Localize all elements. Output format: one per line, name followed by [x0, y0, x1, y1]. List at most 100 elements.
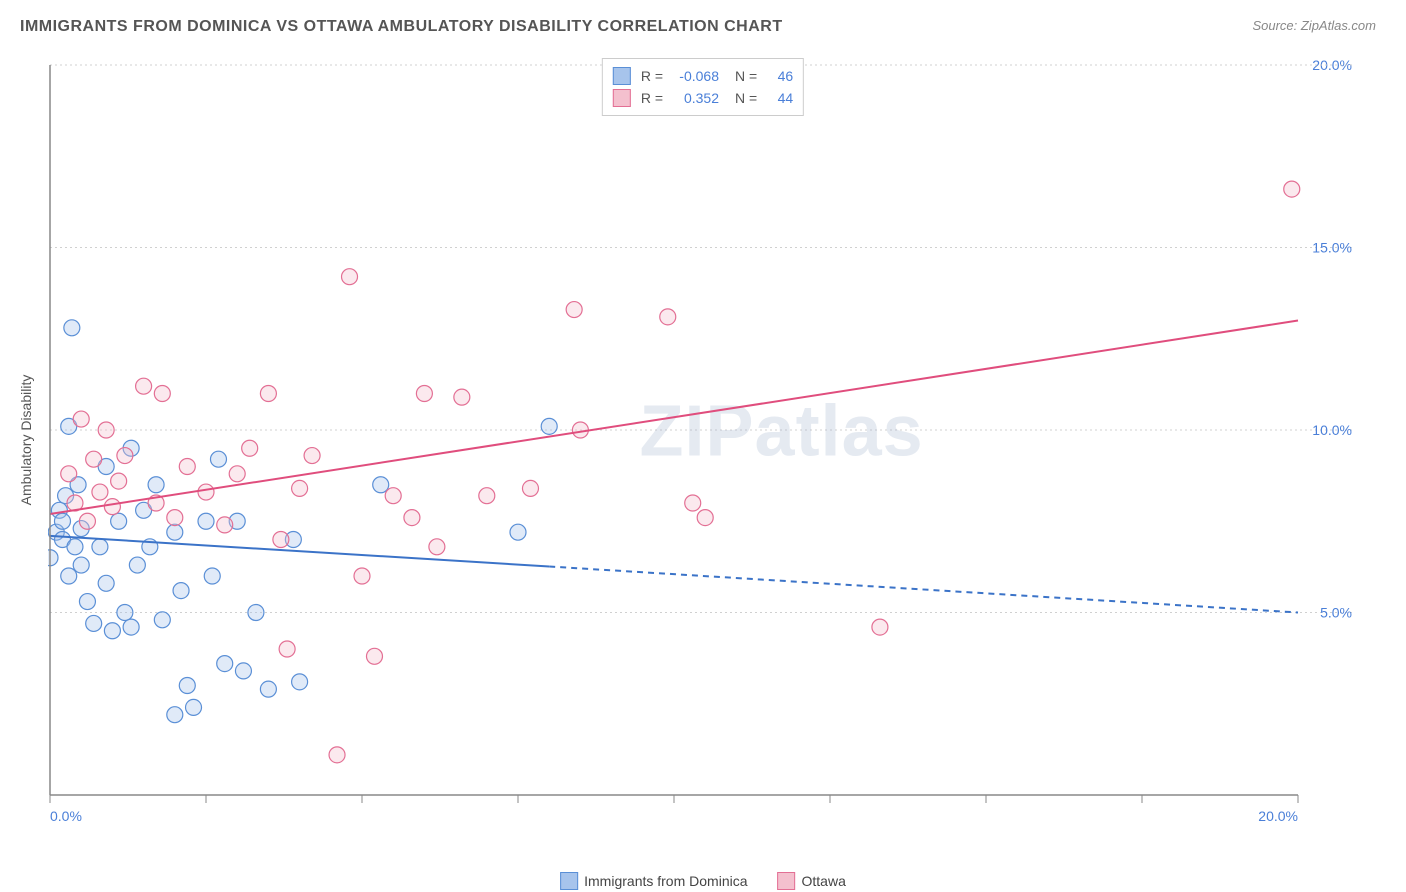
scatter-point-ottawa	[98, 422, 114, 438]
legend-swatch-dominica	[560, 872, 578, 890]
scatter-point-dominica	[92, 539, 108, 555]
scatter-point-dominica	[117, 605, 133, 621]
scatter-point-dominica	[248, 605, 264, 621]
scatter-point-ottawa	[1284, 181, 1300, 197]
n-value-ottawa: 44	[763, 87, 793, 109]
scatter-point-dominica	[541, 418, 557, 434]
scatter-point-ottawa	[566, 302, 582, 318]
scatter-point-dominica	[104, 623, 120, 639]
scatter-point-dominica	[204, 568, 220, 584]
scatter-point-dominica	[129, 557, 145, 573]
trend-line-dominica-dashed	[549, 567, 1298, 613]
scatter-point-dominica	[123, 619, 139, 635]
r-label: R =	[641, 65, 663, 87]
bottom-legend-item-ottawa: Ottawa	[778, 872, 846, 890]
scatter-point-ottawa	[92, 484, 108, 500]
scatter-point-ottawa	[79, 513, 95, 529]
scatter-point-dominica	[510, 524, 526, 540]
n-value-dominica: 46	[763, 65, 793, 87]
scatter-point-ottawa	[273, 532, 289, 548]
scatter-point-ottawa	[479, 488, 495, 504]
y-tick-label: 15.0%	[1312, 240, 1352, 256]
scatter-point-ottawa	[660, 309, 676, 325]
scatter-point-ottawa	[229, 466, 245, 482]
scatter-point-dominica	[111, 513, 127, 529]
scatter-point-dominica	[210, 451, 226, 467]
scatter-point-ottawa	[198, 484, 214, 500]
scatter-point-ottawa	[179, 459, 195, 475]
scatter-point-dominica	[64, 320, 80, 336]
bottom-legend: Immigrants from Dominica Ottawa	[560, 872, 846, 890]
scatter-point-dominica	[148, 477, 164, 493]
bottom-legend-item-dominica: Immigrants from Dominica	[560, 872, 747, 890]
r-value-dominica: -0.068	[669, 65, 719, 87]
scatter-point-dominica	[61, 568, 77, 584]
legend-stats-row-dominica: R = -0.068 N = 46	[613, 65, 793, 87]
n-label: N =	[735, 87, 757, 109]
x-tick-label: 20.0%	[1258, 808, 1298, 824]
scatter-point-ottawa	[304, 448, 320, 464]
scatter-point-ottawa	[292, 480, 308, 496]
x-tick-label: 0.0%	[50, 808, 82, 824]
scatter-point-ottawa	[117, 448, 133, 464]
scatter-point-ottawa	[73, 411, 89, 427]
y-tick-label: 10.0%	[1312, 422, 1352, 438]
scatter-point-dominica	[292, 674, 308, 690]
scatter-point-dominica	[154, 612, 170, 628]
legend-stats-row-ottawa: R =0.352N =44	[613, 87, 793, 109]
scatter-point-ottawa	[354, 568, 370, 584]
scatter-point-ottawa	[136, 378, 152, 394]
source-attribution: Source: ZipAtlas.com	[1252, 18, 1376, 33]
scatter-point-ottawa	[366, 648, 382, 664]
scatter-point-dominica	[167, 524, 183, 540]
scatter-point-ottawa	[279, 641, 295, 657]
scatter-point-ottawa	[429, 539, 445, 555]
scatter-point-ottawa	[154, 386, 170, 402]
watermark: ZIPatlas	[640, 391, 924, 471]
scatter-point-dominica	[186, 699, 202, 715]
scatter-point-ottawa	[260, 386, 276, 402]
scatter-point-dominica	[86, 615, 102, 631]
scatter-point-ottawa	[685, 495, 701, 511]
scatter-point-ottawa	[697, 510, 713, 526]
source-name: ZipAtlas.com	[1301, 18, 1376, 33]
scatter-point-dominica	[198, 513, 214, 529]
legend-stats-box: R = -0.068 N = 46R = 0.352 N = 44	[602, 58, 804, 116]
scatter-plot: 5.0%10.0%15.0%20.0%ZIPatlas0.0%20.0%	[48, 55, 1358, 825]
scatter-point-ottawa	[454, 389, 470, 405]
source-prefix: Source:	[1252, 18, 1300, 33]
scatter-point-dominica	[167, 707, 183, 723]
trend-line-ottawa	[50, 321, 1298, 514]
scatter-point-ottawa	[522, 480, 538, 496]
scatter-point-ottawa	[167, 510, 183, 526]
scatter-point-dominica	[73, 557, 89, 573]
r-value-ottawa: 0.352	[669, 87, 719, 109]
scatter-point-ottawa	[61, 466, 77, 482]
y-tick-label: 5.0%	[1320, 605, 1352, 621]
scatter-point-ottawa	[342, 269, 358, 285]
scatter-point-dominica	[173, 583, 189, 599]
scatter-point-ottawa	[872, 619, 888, 635]
scatter-point-ottawa	[416, 386, 432, 402]
scatter-point-dominica	[179, 678, 195, 694]
scatter-point-ottawa	[217, 517, 233, 533]
chart-area: Ambulatory Disability 5.0%10.0%15.0%20.0…	[48, 55, 1358, 825]
scatter-point-dominica	[217, 656, 233, 672]
legend-swatch-dominica	[613, 67, 631, 85]
bottom-legend-label-dominica: Immigrants from Dominica	[584, 873, 747, 889]
scatter-point-ottawa	[404, 510, 420, 526]
scatter-point-ottawa	[329, 747, 345, 763]
scatter-point-ottawa	[242, 440, 258, 456]
chart-title: IMMIGRANTS FROM DOMINICA VS OTTAWA AMBUL…	[20, 18, 783, 36]
legend-swatch-ottawa	[613, 89, 631, 107]
scatter-point-ottawa	[104, 499, 120, 515]
scatter-point-dominica	[373, 477, 389, 493]
legend-swatch-ottawa	[778, 872, 796, 890]
scatter-point-dominica	[54, 513, 70, 529]
scatter-point-dominica	[67, 539, 83, 555]
scatter-point-ottawa	[111, 473, 127, 489]
scatter-point-dominica	[98, 575, 114, 591]
n-label: N =	[735, 65, 757, 87]
scatter-point-dominica	[79, 594, 95, 610]
bottom-legend-label-ottawa: Ottawa	[802, 873, 846, 889]
